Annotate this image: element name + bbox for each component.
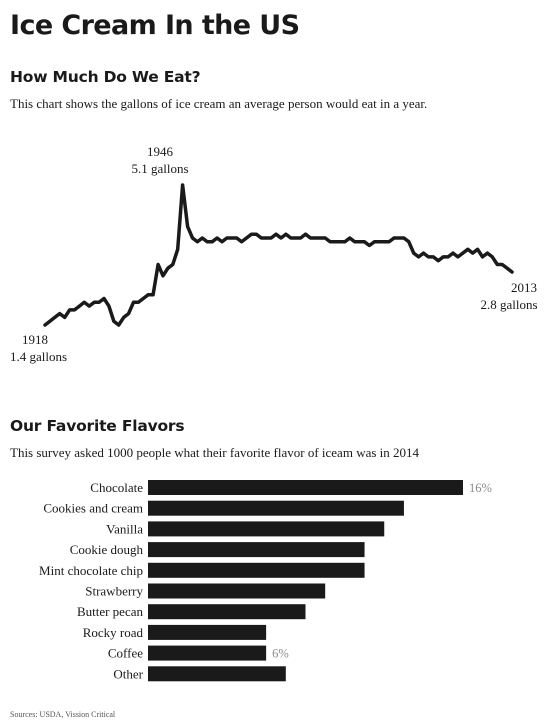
category-label-cookies-and-cream: Cookies and cream [43, 501, 143, 516]
category-label-other: Other [113, 666, 143, 681]
bar-cookies-and-cream [148, 500, 404, 516]
end-value-label: 2.8 gallons [480, 297, 537, 312]
consumption-description: This chart shows the gallons of ice crea… [10, 96, 428, 111]
flavors-bar-chart: Chocolate 16% Cookies and cream Vanilla Cook… [39, 480, 492, 682]
start-year-label: 1918 [22, 332, 48, 347]
bar-cookie-dough [148, 542, 365, 558]
page-title: Ice Cream In the US [10, 10, 300, 41]
bar-chocolate [148, 480, 463, 495]
flavors-description: This survey asked 1000 people what their… [10, 445, 420, 460]
category-label-rocky-road: Rocky road [83, 625, 144, 640]
bar-other [148, 666, 286, 682]
start-value-label: 1.4 gallons [10, 349, 67, 364]
bar-mint-chocolate-chip [148, 562, 365, 578]
category-label-vanilla: Vanilla [106, 521, 143, 536]
category-label-cookie-dough: Cookie dough [70, 542, 144, 557]
bar-rocky-road [148, 624, 267, 640]
consumption-heading: How Much Do We Eat? [10, 68, 201, 86]
value-label-chocolate: 16% [469, 481, 492, 495]
end-year-label: 2013 [511, 280, 537, 295]
category-label-mint-chocolate-chip: Mint chocolate chip [39, 563, 143, 578]
consumption-series-line [43, 183, 514, 327]
bar-butter-pecan [148, 604, 306, 620]
peak-value-label: 5.1 gallons [131, 161, 188, 176]
category-label-coffee: Coffee [108, 646, 143, 661]
bar-strawberry [148, 583, 326, 599]
category-label-chocolate: Chocolate [90, 480, 143, 495]
peak-year-label: 1946 [147, 144, 174, 159]
flavors-heading: Our Favorite Flavors [10, 417, 185, 435]
value-label-coffee: 6% [272, 647, 289, 661]
consumption-line-chart: 1946 5.1 gallons 1918 1.4 gallons 2013 2… [10, 144, 538, 364]
category-label-strawberry: Strawberry [85, 584, 143, 599]
category-label-butter-pecan: Butter pecan [77, 604, 144, 619]
bar-coffee [148, 645, 267, 661]
bar-vanilla [148, 521, 385, 537]
sources-note: Sources: USDA, Vission Critical [10, 710, 116, 719]
